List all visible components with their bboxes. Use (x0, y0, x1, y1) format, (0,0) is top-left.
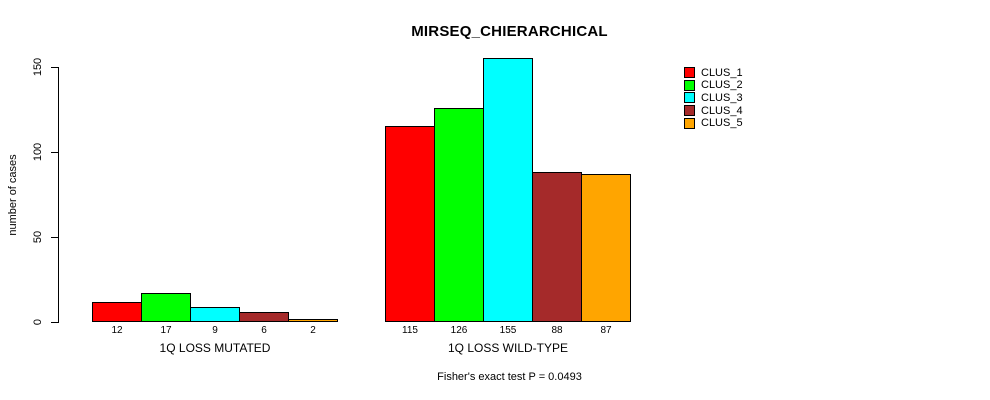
bar-clus_4 (532, 172, 582, 322)
bar-clus_1 (92, 302, 142, 322)
fisher-test-annotation: Fisher's exact test P = 0.0493 (437, 371, 582, 383)
legend-label: CLUS_2 (701, 79, 743, 92)
legend-item: CLUS_4 (684, 104, 743, 117)
bar-value-label: 115 (402, 325, 418, 336)
bar-value-label: 126 (450, 325, 468, 336)
legend-item: CLUS_3 (684, 91, 743, 104)
chart-title: MIRSEQ_CHIERARCHICAL (411, 23, 608, 40)
bar-value-label: 17 (160, 325, 172, 336)
y-tick-label: 100 (32, 142, 44, 162)
y-tick-mark (51, 237, 58, 238)
bar-value-label: 6 (261, 325, 267, 336)
y-tick-label: 0 (32, 318, 44, 326)
bar-value-label: 12 (111, 325, 123, 336)
bar-clus_2 (141, 293, 191, 322)
y-tick-mark (51, 322, 58, 323)
legend-swatch (684, 79, 695, 91)
legend-swatch (684, 67, 695, 78)
bar-clus_1 (385, 126, 435, 322)
bar-clus_3 (483, 58, 533, 322)
x-category-label: 1Q LOSS WILD-TYPE (447, 341, 569, 355)
y-axis-label: number of cases (7, 154, 19, 236)
y-tick-label: 150 (32, 57, 44, 77)
bar-value-label: 88 (551, 325, 563, 336)
legend-label: CLUS_3 (701, 91, 743, 104)
bar-clus_3 (190, 307, 240, 322)
bar-value-label: 87 (600, 325, 612, 336)
bar-clus_4 (239, 312, 289, 322)
y-tick-mark (51, 67, 58, 68)
legend-item: CLUS_1 (684, 66, 743, 79)
legend-swatch (684, 105, 695, 117)
y-tick-label: 50 (32, 230, 44, 244)
bar-clus_5 (581, 174, 631, 322)
legend-label: CLUS_4 (701, 104, 743, 117)
y-tick-mark (51, 152, 58, 153)
legend-swatch (684, 92, 695, 104)
bar-value-label: 155 (499, 325, 517, 336)
bar-clus_2 (434, 108, 484, 322)
legend-item: CLUS_5 (684, 117, 743, 130)
bar-value-label: 9 (212, 325, 218, 336)
bar-value-label: 2 (310, 325, 316, 336)
legend-swatch (684, 117, 695, 129)
bar-clus_5 (288, 319, 338, 322)
legend-label: CLUS_5 (701, 117, 743, 130)
x-category-label: 1Q LOSS MUTATED (159, 341, 271, 355)
y-axis-line (58, 67, 59, 323)
legend-item: CLUS_2 (684, 79, 743, 92)
legend-label: CLUS_1 (701, 66, 743, 79)
